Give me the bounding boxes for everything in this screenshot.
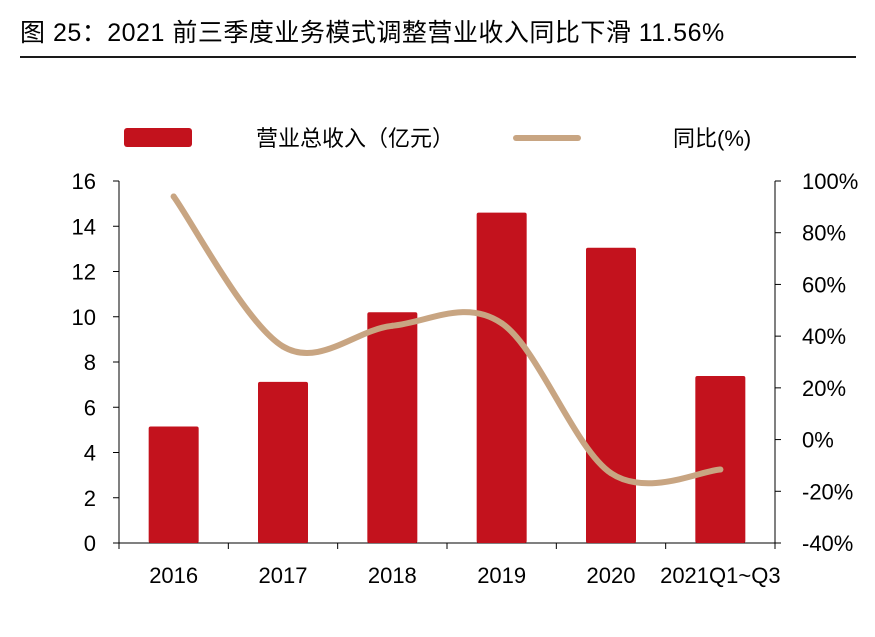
- y-right-tick-label: -20%: [802, 479, 853, 504]
- legend-label-revenue: 营业总收入（亿元）: [256, 126, 454, 151]
- bar-2018: [367, 312, 418, 543]
- x-tick-label: 2020: [587, 563, 636, 588]
- yoy-growth-line: [170, 193, 724, 487]
- yoy-point-2021Q1~Q3: [717, 466, 724, 473]
- yoy-point-2020: [608, 470, 614, 477]
- bar-2020: [586, 247, 636, 543]
- bar-2019: [476, 212, 527, 544]
- chart-legend: 营业总收入（亿元） 同比(%): [124, 126, 751, 151]
- legend-label-yoy: 同比(%): [673, 126, 751, 151]
- y-right-tick-label: 100%: [802, 169, 858, 194]
- x-tick-label: 2017: [259, 563, 308, 588]
- yoy-point-2017: [280, 343, 286, 350]
- y-right-tick-label: 80%: [802, 221, 846, 246]
- bar-2017: [258, 381, 308, 543]
- bar-2016: [148, 426, 199, 543]
- y-left-tick-label: 8: [84, 350, 96, 375]
- y-left-tick-label: 4: [84, 441, 96, 466]
- yoy-point-2016: [170, 193, 177, 200]
- bar-2021Q1~Q3: [695, 376, 746, 543]
- bar-series: [148, 212, 746, 544]
- y-right-tick-label: 60%: [802, 272, 846, 297]
- legend-swatch-revenue: [124, 128, 192, 147]
- yoy-point-2018: [389, 322, 396, 329]
- y-left-tick-label: 16: [72, 169, 96, 194]
- y-left-tick-label: 2: [84, 486, 96, 511]
- x-tick-label: 2019: [477, 563, 526, 588]
- line-series: [170, 193, 724, 487]
- y-left-tick-label: 10: [72, 305, 96, 330]
- y-left-tick-label: 0: [84, 531, 96, 556]
- figure-title: 图 25：2021 前三季度业务模式调整营业收入同比下滑 11.56%: [20, 19, 725, 47]
- y-right-tick-label: -40%: [802, 531, 853, 556]
- y-right-tick-label: 0%: [802, 428, 834, 453]
- yoy-point-2019: [498, 320, 505, 327]
- y-left-tick-label: 14: [72, 214, 96, 239]
- x-tick-label: 2016: [149, 563, 198, 588]
- y-right-tick-label: 40%: [802, 324, 846, 349]
- chart-axes: 0 2 4 6 8 10 12 14 16 -40% -20% 0% 20% 40% 60% 80% 100% 2…: [72, 169, 859, 588]
- y-right-tick-label: 20%: [802, 376, 846, 401]
- x-tick-label: 2021Q1~Q3: [660, 563, 780, 588]
- y-left-tick-label: 12: [72, 260, 96, 285]
- x-tick-label: 2018: [368, 563, 417, 588]
- y-left-tick-label: 6: [84, 395, 96, 420]
- title-divider: [20, 56, 856, 58]
